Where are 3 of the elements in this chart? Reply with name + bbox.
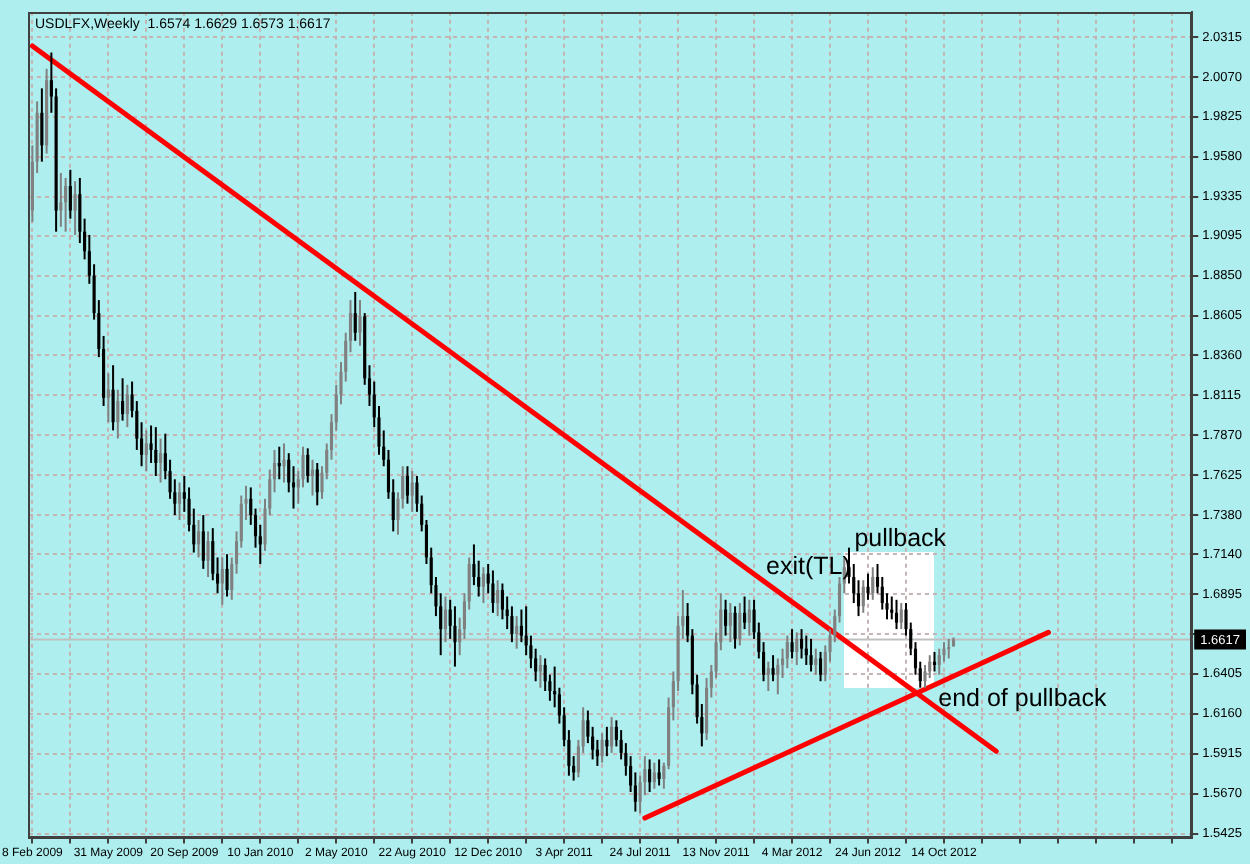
- annotation: pullback: [854, 523, 948, 552]
- annotation: exit(TL): [765, 552, 851, 581]
- annotation: end of pullback: [938, 683, 1108, 712]
